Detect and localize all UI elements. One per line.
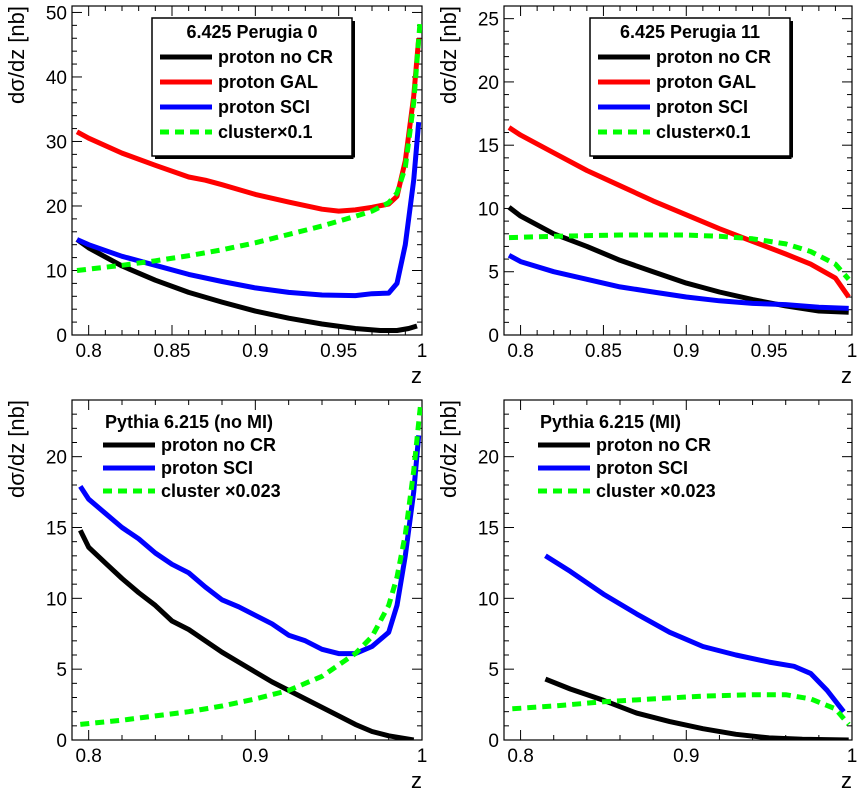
y-tick-label: 40 [46,68,67,89]
x-tick-label: 0.9 [673,746,699,767]
legend-title: 6.425 Perugia 11 [620,22,760,42]
legend-entry-1: proton GAL [656,72,756,92]
series-line-1 [507,125,851,299]
y-tick-label: 25 [478,10,499,31]
y-tick-label: 5 [488,660,499,681]
x-tick-label: 1 [417,746,428,767]
x-tick-label: 0.9 [242,746,268,767]
legend-entry-0: proton no CR [656,47,771,67]
series-line-2 [512,692,851,727]
legend-title: Pythia 6.215 (no MI) [105,412,273,432]
legend-entry-0: proton no CR [218,47,333,67]
series-line-3 [76,18,422,273]
legend-entry-1: proton GAL [218,72,318,92]
y-tick-label: 10 [478,199,499,220]
x-tick-label: 0.9 [673,341,699,362]
y-tick-label: 20 [46,448,67,469]
curves [507,125,851,315]
legend: 6.425 Perugia 0 proton no CR proton GAL pro… [151,17,355,159]
y-axis-title: dσ/dz [nb] [4,6,29,104]
y-axis-title: dσ/dz [nb] [436,6,461,104]
x-tick-label: 1 [417,341,428,362]
y-axis-title: dσ/dz [nb] [4,400,29,498]
x-tick-label: 0.85 [154,341,191,362]
y-tick-label: 10 [478,589,499,610]
x-tick-label: 0.8 [75,341,101,362]
y-tick-label: 5 [56,660,67,681]
series-line-1 [544,553,846,714]
legend-entry-2: cluster ×0.023 [596,481,716,501]
y-tick-label: 15 [46,519,67,540]
legend-entry-0: proton no CR [161,435,276,455]
y-tick-label: 15 [478,519,499,540]
legend-entry-1: proton SCI [596,458,688,478]
legend-entry-3: cluster×0.1 [656,122,751,142]
x-tick-label: 1 [847,746,858,767]
x-axis-title: z [411,363,422,388]
plot-frame [71,5,423,336]
legend: 6.425 Perugia 11 proton no CR proton GAL pr… [589,17,793,159]
legend-entry-2: cluster ×0.023 [161,481,281,501]
series-line-2 [80,406,422,727]
series-line-3 [508,232,851,281]
y-tick-label: 10 [46,261,67,282]
curves [78,406,422,740]
y-tick-label: 10 [46,589,67,610]
x-tick-label: 0.95 [320,341,357,362]
series-line-0 [75,237,418,333]
legend-title: 6.425 Perugia 0 [186,22,317,42]
x-axis-title: z [411,768,422,792]
y-tick-label: 50 [46,3,67,24]
curves [75,18,422,333]
y-tick-label: 20 [478,448,499,469]
y-tick-label: 0 [488,731,499,752]
legend-entry-3: cluster×0.1 [218,122,313,142]
x-tick-label: 0.8 [507,746,533,767]
series-line-0 [78,529,415,740]
series-line-2 [507,253,849,311]
y-tick-label: 15 [478,136,499,157]
x-tick-label: 1 [847,341,858,362]
y-tick-label: 0 [488,326,499,347]
legend: Pythia 6.215 (no MI) proton no CR proton S… [103,412,281,501]
x-axis-title: z [841,768,852,792]
x-tick-label: 0.9 [242,341,268,362]
y-tick-label: 30 [46,132,67,153]
curves [512,553,851,740]
legend-entry-2: proton SCI [218,97,310,117]
legend-title: Pythia 6.215 (MI) [540,412,681,432]
legend: Pythia 6.215 (MI) proton no CR proton SCI c… [538,412,716,501]
x-axis-title: z [841,363,852,388]
x-tick-label: 0.95 [751,341,788,362]
series-line-1 [78,435,422,657]
y-tick-label: 20 [478,73,499,94]
y-tick-label: 20 [46,197,67,218]
y-tick-label: 0 [56,326,67,347]
legend-box [151,17,353,157]
series-line-0 [544,676,849,740]
y-tick-label: 5 [488,263,499,284]
x-tick-label: 0.8 [507,341,533,362]
legend-entry-2: proton SCI [656,97,748,117]
y-tick-label: 0 [56,731,67,752]
y-axis-title: dσ/dz [nb] [436,400,461,498]
legend-entry-1: proton SCI [161,458,253,478]
legend-entry-0: proton no CR [596,435,711,455]
x-tick-label: 0.8 [75,746,101,767]
legend-box [589,17,791,157]
x-tick-label: 0.85 [585,341,622,362]
